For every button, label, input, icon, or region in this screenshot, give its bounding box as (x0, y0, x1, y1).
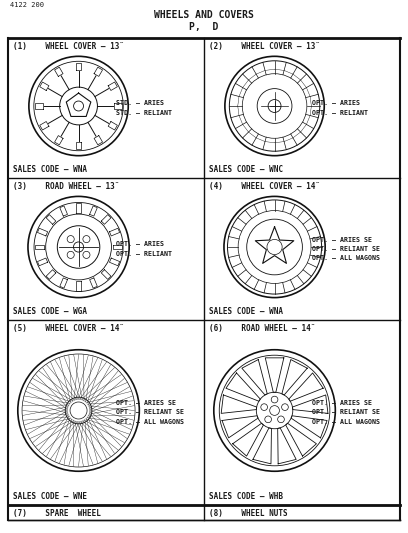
Text: OPT. — ALL WAGONS: OPT. — ALL WAGONS (116, 419, 184, 425)
Text: SALES CODE — WNE: SALES CODE — WNE (13, 492, 87, 501)
Text: OPT. — ARIES: OPT. — ARIES (312, 100, 360, 106)
Text: (8)    WHEEL NUTS: (8) WHEEL NUTS (209, 509, 288, 518)
Text: WHEELS AND COVERS: WHEELS AND COVERS (154, 10, 254, 20)
Text: OPT. — ALL WAGONS: OPT. — ALL WAGONS (312, 255, 380, 262)
Text: OPT. — ARIES SE: OPT. — ARIES SE (312, 237, 372, 243)
Text: P,  D: P, D (189, 22, 219, 32)
Text: OPT. — RELIANT SE: OPT. — RELIANT SE (116, 409, 184, 416)
Text: (5)    WHEEL COVER — 14″: (5) WHEEL COVER — 14″ (13, 324, 124, 333)
Text: STD. — ARIES: STD. — ARIES (116, 100, 164, 106)
Text: OPT. — ARIES: OPT. — ARIES (116, 241, 164, 247)
Text: OPT. — RELIANT SE: OPT. — RELIANT SE (312, 246, 380, 252)
Text: (1)    WHEEL COVER — 13″: (1) WHEEL COVER — 13″ (13, 42, 124, 51)
Text: SALES CODE — WNA: SALES CODE — WNA (13, 165, 87, 174)
Text: OPT. — ALL WAGONS: OPT. — ALL WAGONS (312, 419, 380, 425)
Text: 4122 200: 4122 200 (10, 2, 44, 8)
Text: (2)    WHEEL COVER — 13″: (2) WHEEL COVER — 13″ (209, 42, 320, 51)
Text: OPT. — ARIES SE: OPT. — ARIES SE (312, 400, 372, 406)
Text: OPT. — RELIANT: OPT. — RELIANT (116, 251, 172, 257)
Text: SALES CODE — WHB: SALES CODE — WHB (209, 492, 283, 501)
Text: (6)    ROAD WHEEL — 14″: (6) ROAD WHEEL — 14″ (209, 324, 315, 333)
Text: SALES CODE — WGA: SALES CODE — WGA (13, 307, 87, 316)
Text: (3)    ROAD WHEEL — 13″: (3) ROAD WHEEL — 13″ (13, 182, 120, 191)
Text: OPT. — ARIES SE: OPT. — ARIES SE (116, 400, 176, 406)
Text: OPT. — RELIANT: OPT. — RELIANT (312, 110, 368, 116)
Text: STD. — RELIANT: STD. — RELIANT (116, 110, 172, 116)
Text: SALES CODE — WNA: SALES CODE — WNA (209, 307, 283, 316)
Text: (4)    WHEEL COVER — 14″: (4) WHEEL COVER — 14″ (209, 182, 320, 191)
Text: OPT. — RELIANT SE: OPT. — RELIANT SE (312, 409, 380, 416)
Text: SALES CODE — WNC: SALES CODE — WNC (209, 165, 283, 174)
Text: (7)    SPARE  WHEEL: (7) SPARE WHEEL (13, 509, 101, 518)
